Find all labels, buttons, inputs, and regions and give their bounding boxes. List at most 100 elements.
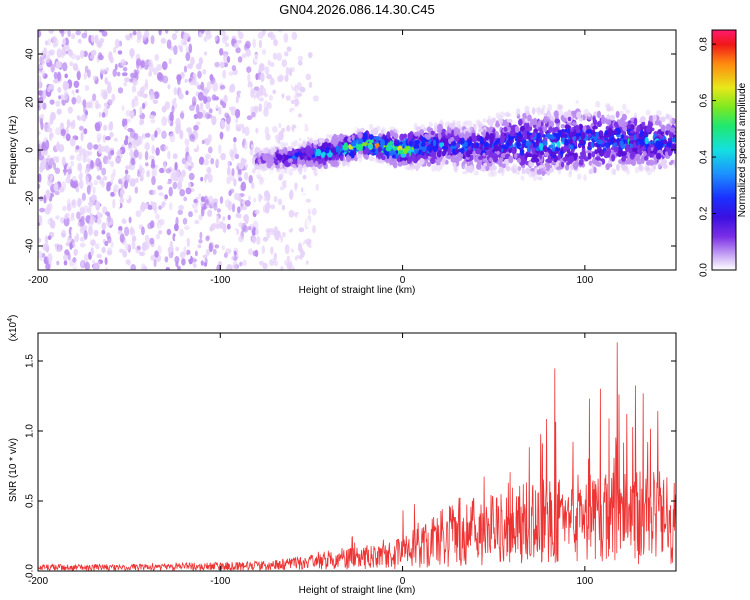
spectrogram-cell xyxy=(544,151,549,157)
snr-x-axis-label: Height of straight line (km) xyxy=(299,585,416,596)
spectrogram-cell xyxy=(158,192,164,197)
spectrogram-cell xyxy=(250,144,254,149)
spectrogram-cell xyxy=(71,198,77,209)
spectrogram-cell xyxy=(118,225,123,232)
spectrogram-cell xyxy=(135,210,142,218)
spectrogram-cell xyxy=(597,110,601,119)
spectrogram-cell xyxy=(479,136,485,145)
spectrogram-y-tick-label: 0 xyxy=(25,147,36,153)
spectrogram-cell xyxy=(291,163,298,172)
spectrogram-cell xyxy=(155,213,160,220)
spectrogram-cell xyxy=(287,158,293,163)
spectrogram-cell xyxy=(583,174,587,182)
spectrogram-cell xyxy=(316,201,321,206)
spectrogram-cell xyxy=(285,66,290,76)
spectrogram-cell xyxy=(96,175,101,180)
spectrogram-cell xyxy=(151,144,155,155)
spectrogram-cell xyxy=(214,61,220,68)
spectrogram-cell xyxy=(46,154,51,164)
spectrogram-cell xyxy=(489,165,493,172)
spectrogram-cell xyxy=(325,40,331,47)
spectrogram-cell xyxy=(129,228,136,236)
spectrogram-cell xyxy=(203,159,209,166)
spectrogram-cell xyxy=(251,112,256,118)
spectrogram-cell xyxy=(540,121,544,127)
spectrogram-cell xyxy=(161,116,168,127)
spectrogram-cell xyxy=(158,30,162,36)
spectrogram-cell xyxy=(151,158,155,167)
spectrogram-cell xyxy=(562,97,567,105)
spectrogram-cell xyxy=(197,244,202,249)
spectrogram-cell xyxy=(205,102,211,110)
spectrogram-cell xyxy=(106,81,112,87)
spectrogram-cell xyxy=(281,30,286,34)
spectrogram-cell xyxy=(515,108,521,117)
spectrogram-cell xyxy=(188,165,192,171)
spectrogram-cell xyxy=(577,81,582,87)
spectrogram-cell xyxy=(302,243,308,252)
spectrogram-cell xyxy=(408,140,414,147)
spectrogram-cell xyxy=(174,223,179,232)
spectrogram-cell xyxy=(339,127,344,134)
spectrogram-cell xyxy=(247,73,251,83)
spectrogram-cell xyxy=(108,51,113,61)
spectrogram-cell xyxy=(95,125,101,132)
spectrogram-cell xyxy=(235,95,239,104)
spectrogram-cell xyxy=(498,157,503,166)
spectrogram-cell xyxy=(272,125,278,133)
spectrogram-cell xyxy=(432,139,437,147)
spectrogram-cell xyxy=(320,211,324,217)
spectrogram-cell xyxy=(92,262,99,270)
spectrogram-cell xyxy=(296,92,303,97)
spectrogram-cell xyxy=(83,128,88,135)
spectrogram-cell xyxy=(237,56,243,63)
spectrogram-cell xyxy=(234,153,240,160)
spectrogram-cell xyxy=(102,89,108,99)
spectrogram-cell xyxy=(156,64,163,71)
spectrogram-cell xyxy=(130,72,135,79)
spectrogram-cell xyxy=(258,193,262,203)
spectrogram-cell xyxy=(432,145,438,153)
spectrogram-cell xyxy=(578,159,584,166)
spectrogram-cell xyxy=(264,126,270,136)
spectrogram-cell xyxy=(556,179,562,185)
spectrogram-cell xyxy=(115,201,121,209)
spectrogram-cell xyxy=(198,57,203,66)
spectrogram-cell xyxy=(161,201,166,207)
spectrogram-cell xyxy=(445,160,449,165)
spectrogram-cell xyxy=(261,40,266,50)
spectrogram-cell xyxy=(557,168,562,175)
spectrogram-cell xyxy=(473,170,479,176)
spectrogram-cell xyxy=(435,139,439,147)
spectrogram-cell xyxy=(454,135,460,142)
spectrogram-cell xyxy=(131,157,136,166)
spectrogram-cell xyxy=(606,179,612,185)
spectrogram-cell xyxy=(567,128,571,135)
spectrogram-cell xyxy=(296,213,300,223)
spectrogram-cell xyxy=(194,219,200,225)
spectrogram-cell xyxy=(153,226,159,235)
spectrogram-cell xyxy=(286,167,291,175)
spectrogram-cell xyxy=(38,130,41,136)
spectrogram-cell xyxy=(75,30,81,36)
spectrogram-cell xyxy=(348,127,355,133)
snr-y-axis-label: SNR (10 * v/v) xyxy=(8,438,19,502)
spectrogram-cell xyxy=(105,67,109,72)
spectrogram-cell xyxy=(286,255,290,262)
spectrogram-cell xyxy=(67,198,71,208)
spectrogram-cell xyxy=(149,94,156,101)
spectrogram-cell xyxy=(239,91,246,98)
spectrogram-cell xyxy=(291,79,296,88)
spectrogram-cell xyxy=(238,235,244,243)
spectrogram-cell xyxy=(48,202,53,211)
spectrogram-cell xyxy=(289,67,293,77)
spectrogram-cell xyxy=(598,175,604,180)
spectrogram-cell xyxy=(482,118,487,123)
spectrogram-cell xyxy=(80,259,85,269)
spectrogram-cell xyxy=(38,75,42,84)
spectrogram-cell xyxy=(231,168,235,176)
spectrogram-cell xyxy=(285,225,292,230)
spectrogram-cell xyxy=(222,69,227,79)
spectrogram-cell xyxy=(656,152,662,160)
spectrogram-cell xyxy=(507,182,513,191)
